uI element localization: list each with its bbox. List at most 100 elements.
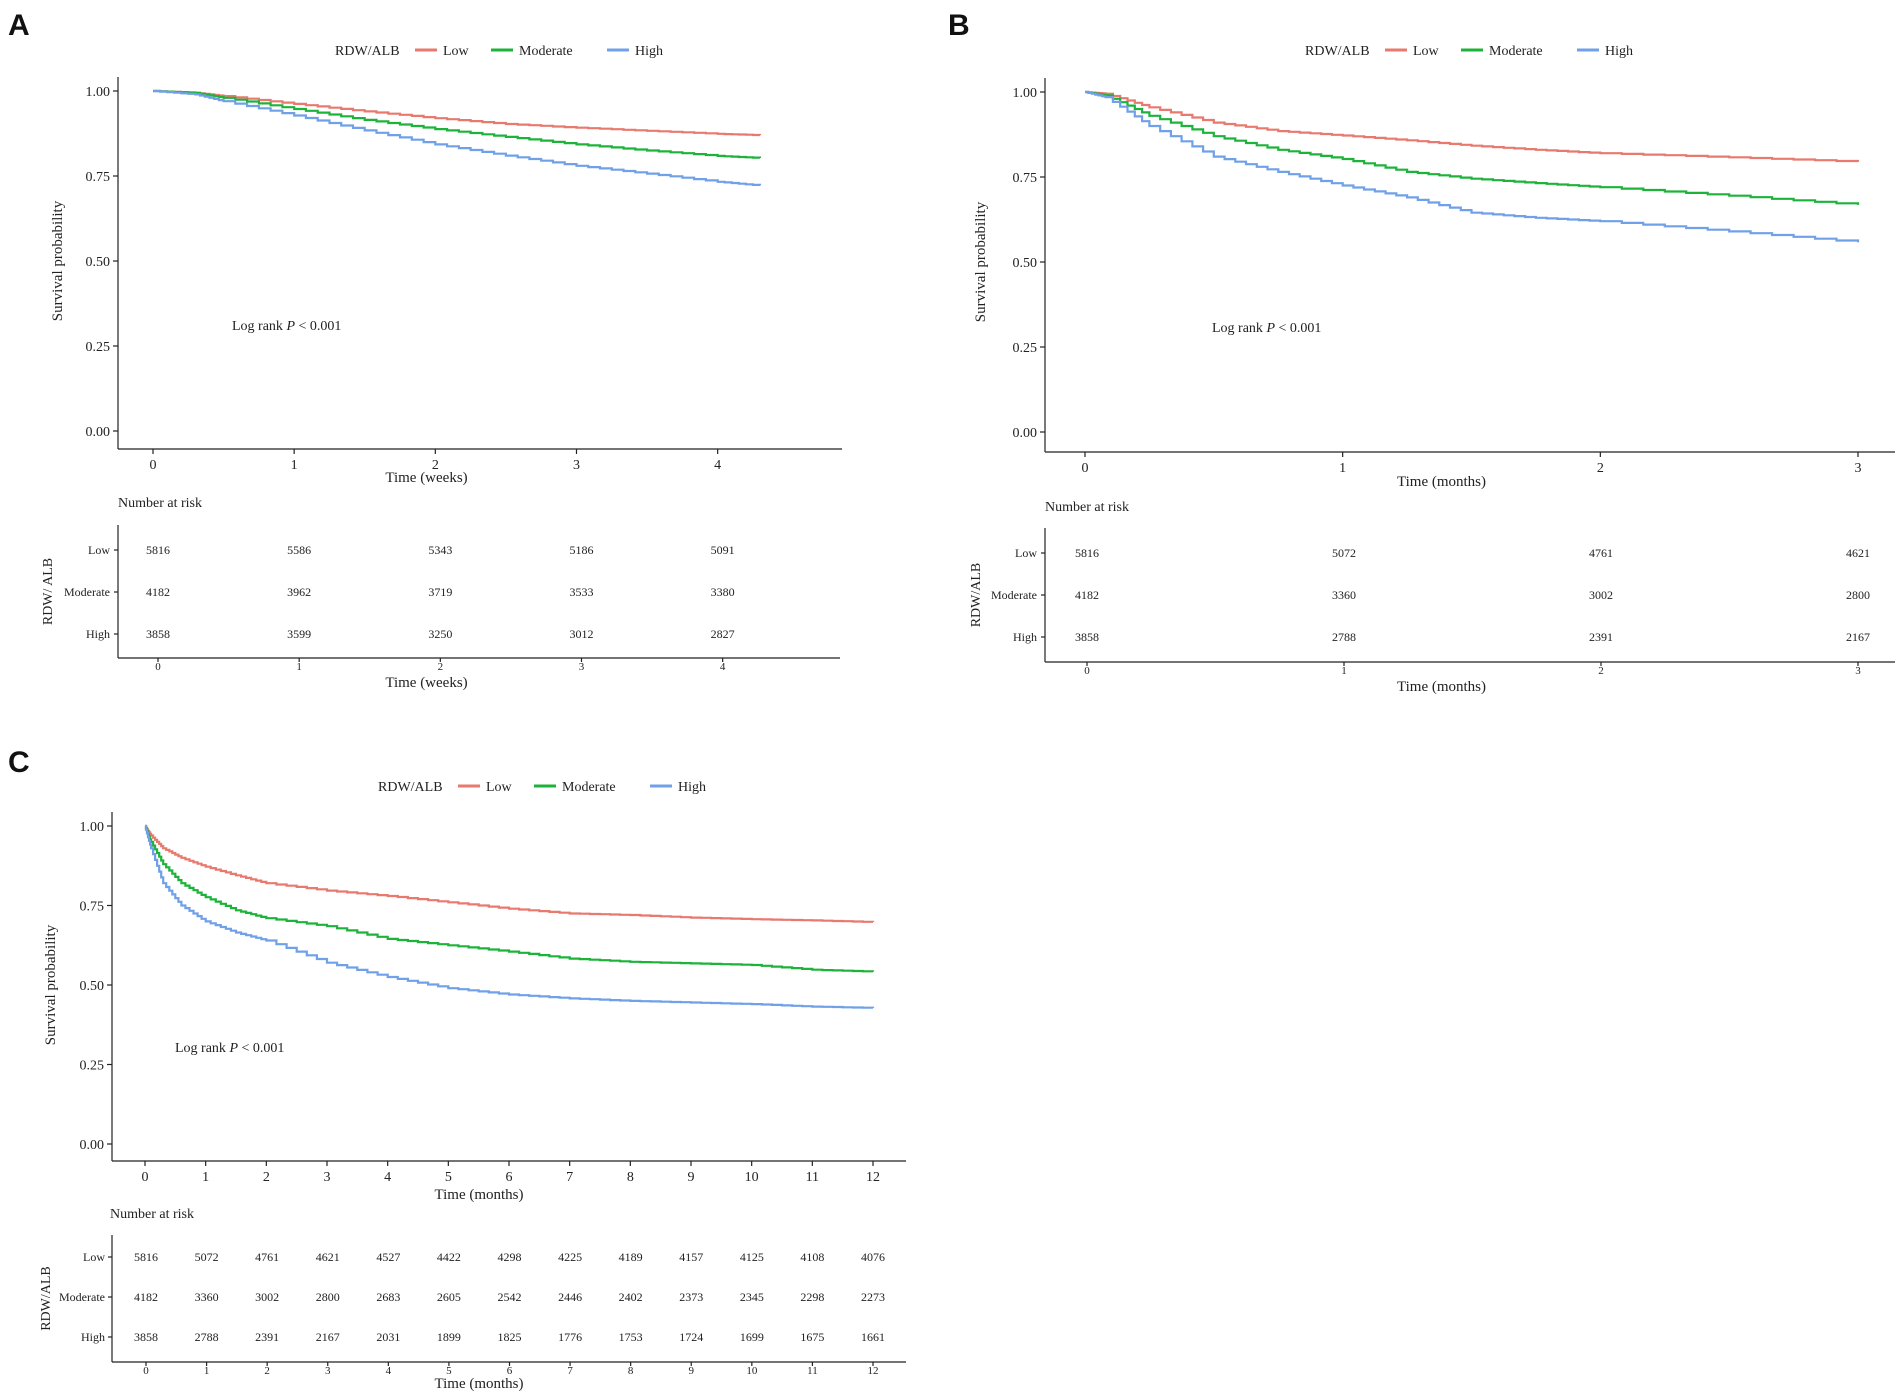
y-axis-title: Survival probability <box>50 200 66 321</box>
legend: RDW/ALB Low Moderate High <box>378 780 706 795</box>
legend-title: RDW/ALB <box>378 780 443 795</box>
risk-count: 2273 <box>861 1290 885 1304</box>
risk-count: 2605 <box>437 1290 461 1304</box>
y-tick-label: 1.00 <box>1013 86 1038 101</box>
risk-x-axis-title: Time (months) <box>434 1376 523 1392</box>
panel-letter-b: B <box>948 9 970 42</box>
risk-x-tick-label: 1 <box>204 1365 210 1377</box>
curve-low <box>153 89 762 137</box>
risk-x-tick-label: 4 <box>720 661 726 673</box>
y-tick-label: 0.75 <box>86 170 111 185</box>
y-tick-label: 0.50 <box>80 979 105 994</box>
panel-letter-c: C <box>8 746 30 779</box>
curve-low <box>1085 90 1860 163</box>
risk-count: 3858 <box>134 1330 158 1344</box>
risk-count: 2031 <box>376 1330 400 1344</box>
risk-row-label-low: Low <box>83 1250 105 1264</box>
risk-count: 4621 <box>1846 546 1870 560</box>
risk-count: 3380 <box>711 585 735 599</box>
log-rank-annotation: Log rank P < 0.001 <box>1212 321 1321 336</box>
risk-x-tick-label: 5 <box>446 1365 452 1377</box>
y-tick-label: 0.50 <box>86 255 111 270</box>
legend-label-low: Low <box>443 44 470 59</box>
x-tick-label: 4 <box>714 458 721 473</box>
risk-x-tick-label: 10 <box>746 1365 758 1377</box>
risk-axis-title: RDW/ALB <box>969 563 984 628</box>
risk-count: 1776 <box>558 1330 582 1344</box>
x-tick-label: 3 <box>1855 461 1862 476</box>
risk-row-label-low: Low <box>1015 546 1037 560</box>
risk-x-tick-label: 2 <box>1598 665 1604 677</box>
legend-label-high: High <box>678 780 706 795</box>
x-tick-label: 8 <box>627 1170 634 1185</box>
x-tick-label: 4 <box>384 1170 391 1185</box>
legend: RDW/ALB Low Moderate High <box>1305 44 1633 59</box>
risk-count: 2298 <box>800 1290 824 1304</box>
risk-count: 4527 <box>376 1250 400 1264</box>
legend-label-high: High <box>1605 44 1633 59</box>
risk-axis-title: RDW/ ALB <box>41 558 56 625</box>
risk-count: 5072 <box>1332 546 1356 560</box>
risk-x-tick-label: 3 <box>579 661 585 673</box>
risk-count: 5343 <box>428 543 452 557</box>
risk-count: 1825 <box>498 1330 522 1344</box>
x-tick-label: 2 <box>432 458 439 473</box>
risk-x-tick-label: 0 <box>1084 665 1090 677</box>
risk-count: 3858 <box>146 627 170 641</box>
risk-count: 2827 <box>711 627 735 641</box>
risk-table: Number at risk RDW/ALB Low 5816 5072 4761 4621… <box>969 500 1895 695</box>
x-tick-label: 7 <box>566 1170 573 1185</box>
risk-x-tick-label: 1 <box>296 661 302 673</box>
annotation-prefix: Log rank <box>232 319 286 334</box>
legend-label-low: Low <box>486 780 513 795</box>
annotation-p: P <box>1265 321 1275 336</box>
risk-x-tick-label: 2 <box>264 1365 270 1377</box>
risk-row-label-low: Low <box>88 543 110 557</box>
risk-x-tick-label: 7 <box>567 1365 573 1377</box>
x-tick-label: 1 <box>1339 461 1346 476</box>
y-tick-label: 0.25 <box>80 1059 105 1074</box>
risk-x-tick-label: 11 <box>807 1365 818 1377</box>
risk-row-label-high: High <box>86 627 110 641</box>
y-tick-label: 1.00 <box>80 820 105 835</box>
x-tick-label: 6 <box>506 1170 513 1185</box>
risk-table-title: Number at risk <box>1045 500 1129 515</box>
risk-count: 3002 <box>1589 588 1613 602</box>
risk-count: 1675 <box>800 1330 824 1344</box>
y-tick-label: 0.50 <box>1013 256 1038 271</box>
risk-count: 4125 <box>740 1250 764 1264</box>
risk-x-tick-label: 3 <box>1855 665 1861 677</box>
risk-count: 2788 <box>1332 630 1356 644</box>
x-tick-label: 2 <box>1597 461 1604 476</box>
x-axis-title: Time (weeks) <box>385 470 467 486</box>
y-tick-label: 0.75 <box>1013 171 1038 186</box>
annotation-suffix: < 0.001 <box>1275 321 1321 336</box>
x-axis-title: Time (months) <box>434 1187 523 1203</box>
legend-label-moderate: Moderate <box>1489 44 1543 59</box>
risk-count: 3719 <box>428 585 452 599</box>
legend-label-moderate: Moderate <box>519 44 573 59</box>
annotation-suffix: < 0.001 <box>295 319 341 334</box>
risk-count: 5586 <box>287 543 311 557</box>
risk-count: 1753 <box>619 1330 643 1344</box>
legend-label-high: High <box>635 44 663 59</box>
risk-count: 4182 <box>134 1290 158 1304</box>
legend-title: RDW/ALB <box>1305 44 1370 59</box>
legend-title: RDW/ALB <box>335 44 400 59</box>
risk-count: 3360 <box>1332 588 1356 602</box>
risk-count: 5816 <box>134 1250 158 1264</box>
x-tick-label: 2 <box>263 1170 270 1185</box>
curve-high <box>153 89 762 186</box>
risk-count: 2167 <box>316 1330 340 1344</box>
risk-count: 4189 <box>619 1250 643 1264</box>
risk-count: 2800 <box>316 1290 340 1304</box>
curve-moderate <box>1085 90 1860 205</box>
annotation-suffix: < 0.001 <box>238 1041 284 1056</box>
x-tick-label: 5 <box>445 1170 452 1185</box>
curve-high <box>1085 90 1860 243</box>
risk-table-title: Number at risk <box>110 1207 194 1222</box>
y-tick-label: 1.00 <box>86 85 111 100</box>
y-axis-title: Survival probability <box>43 924 59 1045</box>
y-axis-title: Survival probability <box>973 201 989 322</box>
